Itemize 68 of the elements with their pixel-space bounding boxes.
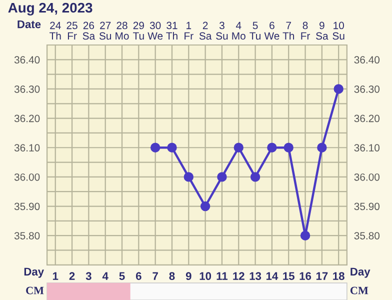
y-tick-label: 36.30 (14, 85, 40, 93)
y2-tick-label: 36.20 (354, 114, 380, 122)
text: 9 Sa (316, 22, 328, 40)
text: 27 Su (99, 22, 112, 40)
x-tick-label: 14 (266, 272, 278, 280)
point (334, 84, 344, 94)
x-tick-label: 18 (333, 272, 344, 280)
x-tick-label: 4 (102, 272, 108, 280)
y2-tick-label: 36.00 (354, 173, 380, 181)
x-tick-label: 15 (283, 272, 294, 280)
y-tick-label: 36.40 (14, 56, 40, 64)
y-tick-label: 36.00 (14, 173, 40, 181)
x-axis-title: Day (24, 268, 44, 278)
point (300, 230, 310, 240)
y-tick-label: 35.80 (14, 232, 40, 240)
x-tick-label: 7 (152, 272, 158, 280)
x-tick-label: 8 (169, 272, 175, 280)
text: 1 Fr (184, 22, 194, 40)
text: CM (26, 286, 44, 294)
text: 31 Th (166, 22, 178, 40)
text: 5 Tu (250, 22, 260, 40)
x-tick-label: 16 (300, 272, 312, 280)
x-tick-label: 12 (233, 272, 244, 280)
text: 24 Th (50, 22, 61, 40)
x-tick-label: 11 (216, 272, 228, 280)
x-tick-label: 17 (316, 272, 328, 280)
x-tick-label: 9 (186, 272, 192, 280)
text: 10 Su (332, 22, 344, 40)
y-tick-label: 36.20 (14, 114, 40, 122)
text: 30 We (148, 22, 163, 40)
point (200, 201, 210, 212)
point (167, 142, 177, 152)
text: 7 Th (282, 22, 294, 40)
x-tick-label: 5 (119, 272, 125, 280)
y-tick-label: 35.90 (14, 202, 40, 210)
y2-tick-label: 36.30 (354, 85, 380, 93)
x-tick-label: 3 (86, 272, 92, 280)
point (217, 172, 227, 182)
text: 3 Su (216, 22, 228, 40)
x-tick-label: 1 (52, 272, 58, 280)
point (284, 142, 294, 152)
text: 28 Mo (116, 22, 129, 40)
point (234, 142, 244, 152)
point (317, 142, 327, 152)
x-tick-label: 2 (69, 272, 75, 280)
x-tick-label: 13 (250, 272, 262, 280)
y-tick-label: 36.10 (14, 144, 40, 152)
text: CM (350, 286, 368, 294)
y2-tick-label: 35.90 (354, 202, 380, 210)
text: 6 We (264, 22, 280, 40)
y2-tick-label: 36.10 (354, 144, 380, 152)
text: Day (350, 268, 370, 278)
text: 8 Fr (301, 22, 310, 40)
y2-tick-label: 36.40 (354, 56, 380, 64)
point (184, 172, 194, 182)
y2-tick-label: 35.80 (354, 232, 380, 240)
text: 29 Tu (133, 22, 144, 40)
text: Date (18, 20, 41, 28)
text: 26 Sa (82, 22, 96, 40)
point (150, 142, 160, 152)
chart-title: Aug 24, 2023 (8, 2, 92, 16)
text: 4 Mo (232, 22, 246, 40)
x-tick-label: 6 (136, 272, 142, 280)
text: 2 Sa (199, 22, 212, 40)
x-tick-label: 10 (200, 272, 212, 280)
point (267, 142, 277, 152)
text: 25 Fr (66, 22, 78, 40)
point (250, 172, 260, 182)
